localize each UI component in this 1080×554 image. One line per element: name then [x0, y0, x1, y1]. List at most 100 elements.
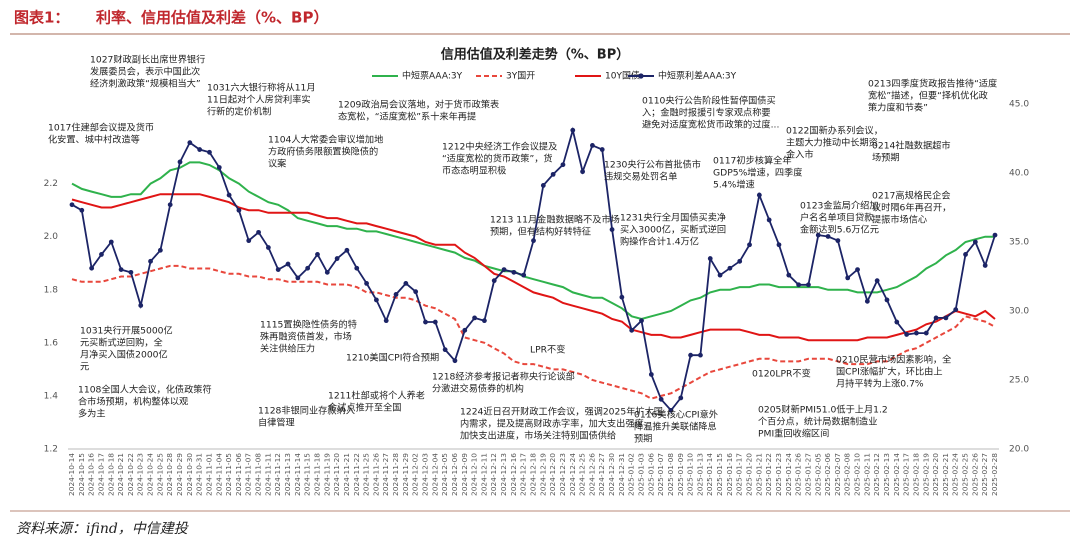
series-marker — [845, 275, 851, 281]
x-tick-label: 2025-01-23 — [774, 453, 783, 496]
series-marker — [393, 292, 399, 297]
x-tick-label: 2025-02-14 — [892, 453, 901, 496]
x-tick-label: 2024-11-05 — [224, 453, 233, 496]
annotation: 态宽松，“适度宽松”系十来年再提 — [338, 111, 476, 123]
annotation: 1031央行开展5000亿 — [80, 325, 173, 337]
annotation: 金额达到5.6万亿元 — [800, 224, 879, 236]
annotation: 1017住建部会议提及货币 — [48, 122, 154, 134]
y2-tick-label: 25.0 — [1009, 376, 1029, 386]
annotation: 1209政治局会议落地，对于货币政策表 — [338, 99, 499, 111]
x-tick-label: 2025-02-28 — [990, 453, 999, 496]
x-tick-label: 2025-02-08 — [843, 453, 852, 496]
series-marker — [982, 263, 988, 268]
series-marker — [89, 265, 95, 271]
x-tick-label: 2025-02-26 — [970, 453, 979, 496]
x-tick-label: 2024-12-04 — [430, 453, 439, 496]
series-marker — [79, 207, 85, 213]
series-marker — [521, 272, 527, 278]
annotation: LPR不变 — [530, 344, 565, 356]
x-tick-label: 2024-11-25 — [362, 453, 371, 496]
annotation: 0120LPR不变 — [752, 368, 811, 380]
x-tick-label: 2025-02-06 — [823, 453, 832, 496]
series-marker — [324, 269, 330, 275]
x-tick-label: 2024-12-03 — [420, 453, 429, 496]
series-marker — [658, 396, 664, 402]
x-tick-label: 2024-11-12 — [273, 453, 282, 496]
x-tick-label: 2024-10-25 — [155, 453, 164, 496]
x-tick-label: 2024-10-15 — [77, 453, 86, 496]
series-marker — [315, 252, 320, 257]
x-tick-label: 2024-12-02 — [411, 453, 420, 496]
x-tick-label: 2024-10-31 — [195, 453, 204, 496]
series-marker — [383, 318, 389, 324]
series-marker — [187, 140, 193, 146]
series-marker — [776, 242, 782, 248]
y-tick-label: 2.0 — [44, 232, 59, 242]
x-tick-label: 2024-10-14 — [67, 453, 76, 496]
x-tick-label: 2024-10-23 — [136, 453, 145, 496]
series-marker — [766, 217, 772, 223]
annotation: 自律管理 — [258, 417, 295, 429]
annotation: 0210民营市场因素影响，全 — [836, 354, 951, 366]
chart-title: 信用估值及利差走势（%、BP） — [441, 47, 629, 63]
series-marker — [344, 247, 350, 253]
series-marker — [737, 258, 743, 264]
annotation: 0122国新办系列会议， — [786, 125, 883, 137]
series-marker — [992, 232, 998, 238]
annotation: 议案 — [268, 158, 286, 170]
series-marker — [550, 171, 556, 177]
series-marker — [629, 327, 635, 333]
x-tick-label: 2025-01-13 — [695, 453, 704, 496]
y2-tick-label: 20.0 — [1009, 445, 1029, 455]
annotation: 个百分点，统计局数据制造业 — [758, 416, 877, 428]
series-marker — [305, 265, 311, 271]
x-tick-label: 2025-01-16 — [725, 453, 734, 496]
x-tick-label: 2024-11-18 — [312, 453, 321, 496]
x-tick-label: 2024-12-27 — [597, 453, 606, 496]
series-marker — [491, 278, 497, 284]
annotation: 0217高规格民企会 — [872, 190, 951, 202]
series-marker — [167, 202, 173, 208]
x-tick-label: 2025-01-22 — [764, 453, 773, 496]
x-tick-label: 2024-11-22 — [352, 453, 361, 496]
series-marker — [295, 275, 301, 281]
x-tick-label: 2024-10-29 — [175, 453, 184, 496]
annotation: 加快支出进度，市场关注特别国债供给 — [460, 430, 616, 442]
series-marker — [256, 229, 261, 235]
x-tick-label: 2024-12-06 — [450, 453, 459, 496]
x-tick-label: 2025-01-08 — [666, 453, 675, 496]
series-marker — [855, 267, 860, 272]
series-marker — [118, 267, 124, 272]
annotation: 买入3000亿，买断式逆回 — [620, 224, 726, 236]
series-marker — [236, 207, 242, 213]
x-tick-label: 2024-11-07 — [244, 453, 253, 496]
annotation: 元 — [80, 362, 89, 373]
x-tick-label: 2024-12-19 — [538, 453, 547, 496]
x-tick-label: 2024-12-09 — [460, 453, 469, 496]
series-marker — [560, 162, 566, 168]
y2-tick-label: 40.0 — [1009, 169, 1029, 179]
x-tick-label: 2024-10-16 — [87, 453, 96, 496]
x-tick-label: 2024-12-05 — [440, 453, 449, 496]
x-tick-label: 2024-11-13 — [283, 453, 292, 496]
series-line — [71, 193, 996, 342]
series-marker — [265, 245, 271, 250]
x-tick-label: 2025-01-09 — [676, 453, 685, 496]
series-marker — [874, 278, 880, 284]
x-tick-label: 2025-01-10 — [686, 453, 695, 496]
series-line — [71, 161, 995, 321]
series-marker — [138, 303, 144, 308]
series-marker — [688, 352, 694, 358]
series-marker — [197, 147, 203, 152]
x-tick-label: 2024-11-26 — [371, 453, 380, 496]
annotation: 1027财政副长出席世界银行 — [90, 54, 205, 66]
annotation: 经济刺激政策“规模相当大” — [90, 78, 201, 90]
x-tick-label: 2025-02-07 — [833, 453, 842, 496]
series-marker — [923, 330, 929, 336]
x-tick-label: 2024-10-21 — [116, 453, 125, 496]
series-marker — [894, 319, 900, 325]
x-tick-label: 2024-11-08 — [254, 453, 263, 496]
series-marker — [432, 319, 438, 325]
y2-tick-label: 30.0 — [1009, 307, 1029, 317]
x-tick-label: 2024-12-26 — [587, 453, 596, 496]
